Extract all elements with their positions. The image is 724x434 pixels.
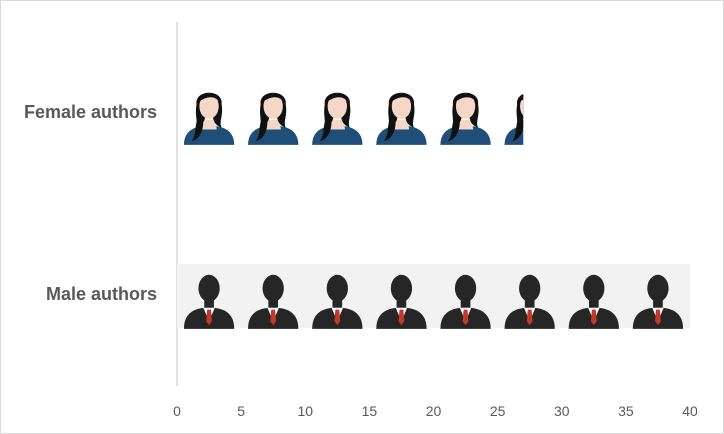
x-tick-1: 5 [237,403,245,419]
x-tick-6: 30 [554,403,570,419]
x-tick-3: 15 [362,403,378,419]
x-tick-0: 0 [173,403,181,419]
x-tick-7: 35 [618,403,634,419]
x-axis-ticks: 0 5 10 15 20 25 30 35 40 [173,403,698,419]
category-label-female: Female authors [24,102,157,122]
female-person-icon [183,92,235,145]
category-label-male: Male authors [46,284,157,304]
x-tick-5: 25 [490,403,506,419]
bar-female-authors [183,92,524,145]
x-tick-2: 10 [297,403,313,419]
female-person-icon [504,92,524,145]
x-tick-8: 40 [682,403,698,419]
female-person-icon [312,92,363,145]
female-person-icon [376,92,427,145]
female-person-icon [440,92,491,145]
female-person-icon [248,92,299,145]
x-tick-4: 20 [426,403,442,419]
